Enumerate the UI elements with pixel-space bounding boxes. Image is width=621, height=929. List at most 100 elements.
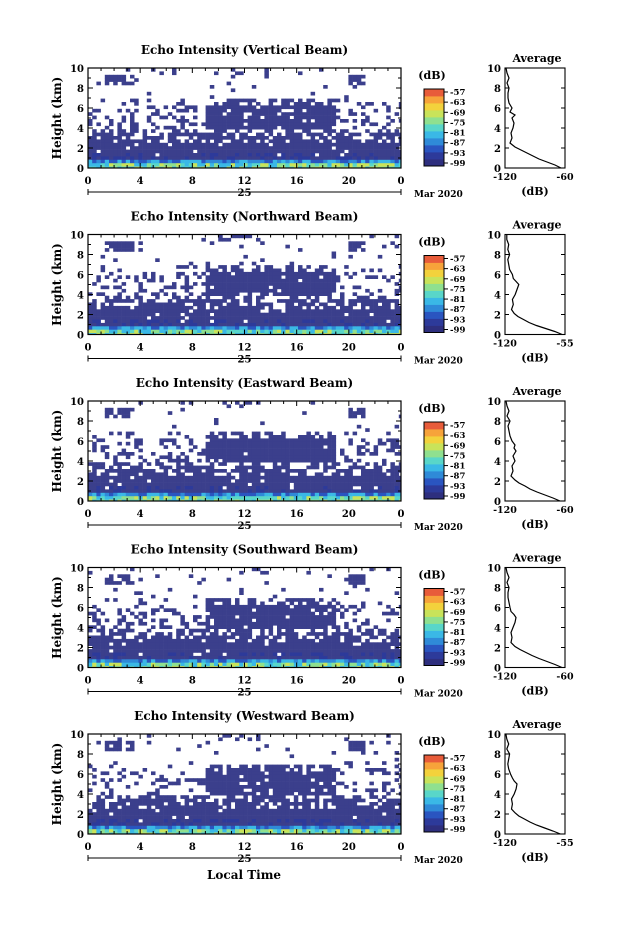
echo-cell xyxy=(146,652,152,657)
echo-cell xyxy=(230,159,236,164)
echo-cell xyxy=(100,662,106,667)
echo-cell xyxy=(302,615,307,619)
echo-cell xyxy=(125,411,131,415)
echo-cell xyxy=(104,156,110,161)
echo-cell xyxy=(260,570,265,575)
echo-cell xyxy=(319,319,324,324)
echo-cell xyxy=(264,112,269,116)
echo-cell xyxy=(310,601,316,606)
echo-cell xyxy=(239,570,244,575)
echo-cell xyxy=(247,645,253,650)
echo-cell xyxy=(319,136,324,140)
echo-cell xyxy=(142,319,148,324)
echo-cell xyxy=(205,492,211,497)
echo-cell xyxy=(327,441,332,446)
echo-cell xyxy=(365,299,370,303)
echo-cell xyxy=(151,492,156,497)
echo-cell xyxy=(335,625,341,629)
y-tick-label: 2 xyxy=(77,477,84,488)
x-tick-label: 20 xyxy=(342,343,356,354)
echo-cell xyxy=(260,458,265,463)
echo-cell xyxy=(340,642,345,646)
echo-cell xyxy=(348,312,353,317)
echo-cell xyxy=(172,326,177,330)
echo-cell xyxy=(100,462,106,466)
echo-cell xyxy=(230,652,236,657)
echo-cell xyxy=(235,265,240,269)
echo-cell xyxy=(247,119,253,123)
echo-cell xyxy=(319,108,324,113)
echo-cell xyxy=(251,282,257,286)
echo-cell xyxy=(302,288,307,293)
echo-cell xyxy=(293,662,299,667)
echo-cell xyxy=(117,125,122,130)
echo-cell xyxy=(205,278,211,283)
echo-cell xyxy=(256,479,261,483)
echo-cell xyxy=(365,472,370,477)
echo-cell xyxy=(201,122,206,127)
echo-cell xyxy=(251,105,257,110)
echo-cell xyxy=(92,136,97,140)
echo-cell xyxy=(251,125,257,130)
echo-cell xyxy=(180,407,185,412)
echo-cell xyxy=(239,455,244,460)
echo-cell xyxy=(163,438,169,443)
echo-cell xyxy=(218,139,223,144)
echo-cell xyxy=(209,305,215,310)
echo-cell xyxy=(209,662,215,667)
echo-cell xyxy=(369,149,374,154)
echo-cell xyxy=(327,638,332,643)
echo-cell xyxy=(243,435,248,439)
echo-cell xyxy=(104,472,110,477)
echo-cell xyxy=(356,448,362,453)
echo-cell xyxy=(113,142,118,147)
echo-cell xyxy=(289,156,295,161)
echo-cell xyxy=(268,438,274,443)
echo-cell xyxy=(117,248,122,252)
echo-cell xyxy=(247,458,253,463)
echo-cell xyxy=(235,288,240,293)
echo-cell xyxy=(382,496,387,500)
echo-cell xyxy=(272,482,278,487)
echo-cell xyxy=(113,469,118,473)
echo-cell xyxy=(201,475,206,480)
echo-cell xyxy=(159,441,164,446)
echo-cell xyxy=(214,282,219,286)
echo-cell xyxy=(302,441,307,446)
echo-cell xyxy=(130,112,135,116)
echo-cell xyxy=(239,119,244,123)
echo-cell xyxy=(100,486,106,490)
echo-cell xyxy=(331,435,337,439)
echo-cell xyxy=(113,305,118,310)
echo-cell xyxy=(197,319,202,324)
echo-cell xyxy=(361,329,366,334)
echo-cell xyxy=(209,159,215,164)
echo-cell xyxy=(251,285,257,290)
echo-cell xyxy=(277,316,282,320)
echo-cell xyxy=(218,163,223,167)
echo-cell xyxy=(310,132,316,137)
echo-cell xyxy=(88,475,93,480)
echo-cell xyxy=(268,618,274,623)
echo-cell xyxy=(323,85,328,89)
echo-cell xyxy=(340,136,345,140)
echo-cell xyxy=(104,655,110,660)
echo-cell xyxy=(251,312,257,317)
echo-cell xyxy=(209,601,215,606)
echo-cell xyxy=(390,142,395,147)
echo-cell xyxy=(319,122,324,127)
echo-cell xyxy=(163,638,169,643)
echo-cell xyxy=(390,475,395,480)
echo-cell xyxy=(100,305,106,310)
echo-cell xyxy=(327,163,332,167)
echo-cell xyxy=(335,159,341,164)
echo-cell xyxy=(394,438,400,443)
echo-cell xyxy=(264,136,269,140)
echo-cell xyxy=(92,615,97,619)
echo-cell xyxy=(331,98,337,103)
echo-cell xyxy=(235,652,240,657)
echo-cell xyxy=(272,458,278,463)
echo-cell xyxy=(155,492,160,497)
echo-cell xyxy=(251,268,257,273)
echo-cell xyxy=(163,115,169,120)
